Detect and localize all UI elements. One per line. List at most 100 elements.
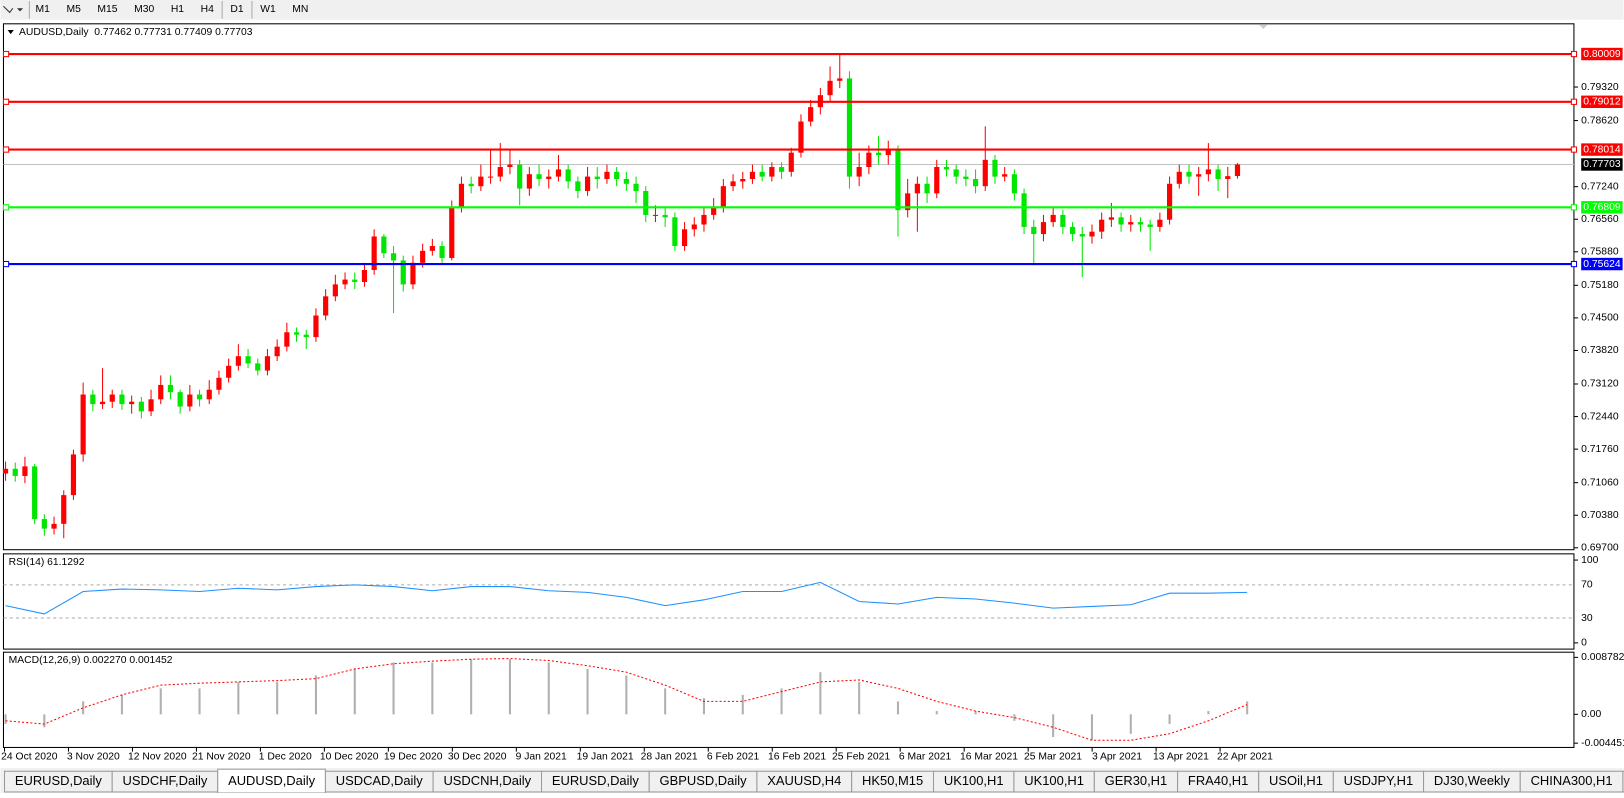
tab[interactable]: UK100,H1 [1013, 770, 1095, 793]
dropdown-icon[interactable] [16, 8, 24, 12]
level-label: 0.78014 [1583, 144, 1621, 155]
macd-bar [1168, 714, 1171, 725]
candle-body [255, 363, 261, 371]
rsi-tick-label: 70 [1581, 580, 1593, 591]
candle-body [827, 80, 833, 96]
tab[interactable]: GBPUSD,Daily [648, 770, 758, 793]
tab[interactable]: FRA40,H1 [1177, 770, 1260, 793]
candle-body [352, 279, 358, 282]
candle-body [381, 236, 387, 254]
level-label-box [1581, 95, 1623, 108]
candle-body [99, 401, 106, 405]
timeframe-button[interactable]: H4 [201, 4, 214, 15]
macd-bar [237, 681, 240, 715]
candle-body [458, 183, 465, 208]
candle-body [284, 332, 290, 347]
candle-body [1089, 231, 1095, 237]
level-handle[interactable] [2, 260, 10, 268]
candle-body [924, 183, 930, 194]
tab-label: DJ30,Weekly [1434, 773, 1511, 788]
tab[interactable]: AUDUSD,Daily [217, 768, 326, 794]
candle-body [1079, 234, 1085, 237]
timeframe-button[interactable]: M30 [134, 4, 154, 15]
candle-body [1021, 193, 1027, 227]
macd-bar [314, 675, 317, 715]
tab[interactable]: USDCHF,Daily [111, 770, 219, 793]
timeframe-button[interactable]: D1 [230, 4, 243, 15]
macd-bar [935, 711, 938, 715]
toolbar [0, 0, 1624, 20]
tab[interactable]: GER30,H1 [1093, 770, 1179, 793]
candle-body [487, 176, 494, 178]
level-handle[interactable] [1570, 98, 1578, 105]
tool-icon[interactable] [3, 5, 14, 14]
tab-label: USDCAD,Daily [336, 773, 424, 788]
candle-body [769, 167, 775, 177]
candle-body [594, 176, 600, 179]
candle-body [235, 356, 241, 366]
level-handle[interactable] [2, 204, 10, 211]
x-tick-label: 21 Nov 2020 [192, 752, 251, 763]
tab[interactable]: U [1622, 770, 1624, 793]
x-tick-label: 19 Jan 2021 [577, 752, 634, 763]
candle-body [51, 523, 57, 529]
timeframe-button[interactable]: M15 [97, 4, 117, 15]
level-handle[interactable] [2, 146, 10, 153]
tab-label: CHINA300,H1 [1531, 773, 1613, 788]
y-tick-label: 0.74500 [1581, 313, 1619, 324]
macd-tick-label: -0.004451 [1581, 738, 1624, 749]
candle-body [788, 152, 794, 172]
candle-body [119, 394, 125, 405]
tab[interactable]: EURUSD,Daily [540, 770, 650, 793]
tab-label: AUDUSD,Daily [228, 773, 316, 788]
tab[interactable]: DJ30,Weekly [1423, 770, 1521, 793]
candle-body [934, 167, 940, 194]
timeframe-button[interactable]: M5 [67, 4, 82, 15]
tab[interactable]: USOil,H1 [1258, 770, 1334, 793]
candle-body [662, 214, 668, 218]
candle-body [361, 269, 368, 282]
candle-body [1118, 217, 1124, 225]
tab[interactable]: HK50,M15 [851, 770, 935, 793]
level-handle[interactable] [2, 98, 10, 105]
level-handle[interactable] [2, 50, 10, 58]
candle-body [187, 394, 193, 407]
tab[interactable]: EURUSD,Daily [3, 770, 113, 793]
tab[interactable]: USDCNH,Daily [432, 770, 543, 793]
y-tick-label: 0.76560 [1581, 214, 1619, 225]
candle-body [158, 384, 164, 400]
x-tick-label: 13 Apr 2021 [1153, 752, 1209, 763]
current-price-label: 0.77703 [1583, 159, 1621, 170]
timeframe-button[interactable]: M1 [36, 4, 51, 15]
level-handle[interactable] [1570, 204, 1578, 211]
y-tick-label: 0.73120 [1581, 379, 1619, 390]
symbol-menu-icon[interactable] [7, 30, 14, 35]
y-tick-label: 0.70380 [1581, 510, 1619, 521]
candle-body [963, 176, 969, 179]
tab[interactable]: XAUUSD,H4 [756, 770, 853, 793]
level-handle[interactable] [1570, 50, 1578, 58]
candle-body [216, 377, 222, 390]
tab-label: GBPUSD,Daily [660, 773, 748, 788]
candle-body [177, 392, 183, 407]
candle-body [905, 193, 911, 211]
x-tick-label: 19 Dec 2020 [384, 752, 443, 763]
candle-body [943, 167, 950, 170]
timeframe-button[interactable]: H1 [171, 4, 184, 15]
candle-body [439, 246, 445, 259]
tab[interactable]: USDCAD,Daily [324, 770, 434, 793]
candle-body [390, 253, 397, 261]
candle-body [885, 150, 891, 156]
candle-body [61, 495, 67, 524]
tab[interactable]: UK100,H1 [932, 770, 1015, 793]
timeframe-button[interactable]: MN [292, 4, 308, 15]
level-label: 0.76809 [1583, 202, 1621, 213]
level-label: 0.79012 [1583, 97, 1621, 108]
level-handle[interactable] [1570, 146, 1578, 153]
tab[interactable]: USDJPY,H1 [1332, 770, 1425, 793]
timeframe-button[interactable]: W1 [260, 4, 276, 15]
tab[interactable]: CHINA300,H1 [1519, 770, 1624, 793]
candle-body [953, 169, 959, 177]
level-handle[interactable] [1570, 260, 1578, 268]
